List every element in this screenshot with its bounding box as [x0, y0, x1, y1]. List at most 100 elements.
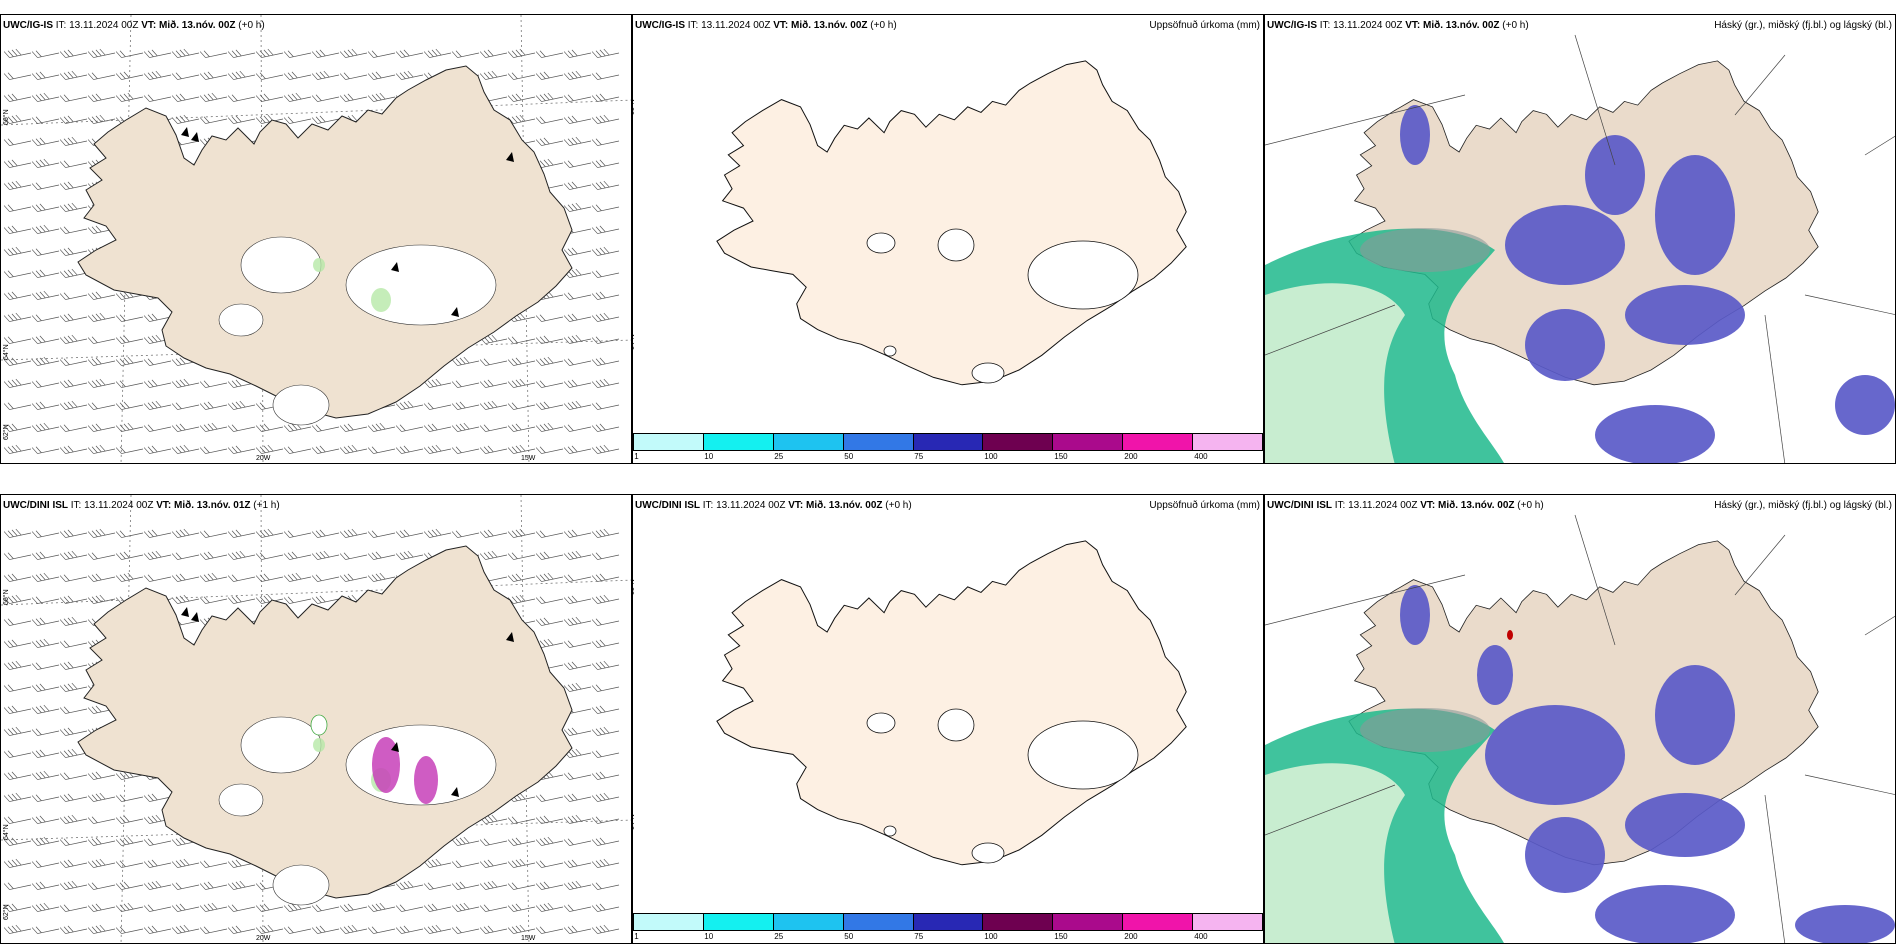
wind-barb — [227, 550, 256, 560]
wind-barb — [339, 72, 368, 80]
wind-barb — [283, 530, 312, 538]
wind-barb — [59, 202, 88, 212]
wind-barb — [143, 49, 172, 58]
colorbar-swatch — [982, 434, 1053, 450]
wind-barb — [255, 552, 284, 560]
high-cloud-area — [1505, 205, 1625, 285]
wind-barb — [59, 616, 88, 626]
wind-barb — [339, 924, 368, 934]
wind-barb — [283, 71, 312, 80]
wind-barb — [563, 424, 592, 432]
wind-barb — [591, 618, 620, 626]
wind-barb — [311, 94, 340, 102]
panel-header: UWC/DINI ISL IT: 13.11.2024 00Z VT: Mið.… — [635, 500, 912, 511]
wind-barb — [31, 638, 60, 648]
high-cloud-area — [1477, 645, 1513, 705]
high-cloud-area — [1625, 285, 1745, 345]
cloud-title: Háský (gr.), miðský (fj.bl.) og lágský (… — [1714, 500, 1892, 511]
wind-barb — [227, 115, 256, 124]
lat-label: 66°N — [3, 109, 10, 125]
wind-barb — [59, 226, 88, 234]
wind-barb — [591, 48, 620, 58]
wind-barb — [507, 378, 536, 388]
wind-barb — [171, 378, 200, 388]
wind-barb — [479, 400, 508, 410]
wind-barb — [3, 573, 32, 582]
wind-barb — [199, 860, 228, 868]
wind-barb — [423, 528, 452, 538]
wind-barb — [31, 158, 60, 168]
colorbar-label: 10 — [704, 452, 714, 461]
colorbar-label: 200 — [1124, 932, 1138, 941]
wind-barb — [479, 838, 508, 846]
heavy-precip-area — [414, 756, 438, 804]
wind-barb — [367, 446, 396, 454]
cloud-title: Háský (gr.), miðský (fj.bl.) og lágský (… — [1714, 20, 1892, 31]
wind-barb — [3, 246, 32, 256]
wind-barb — [171, 924, 200, 934]
wind-barb — [395, 445, 424, 454]
wind-barb — [115, 902, 144, 912]
graticule-line — [1574, 34, 1616, 166]
wind-barb — [59, 70, 88, 80]
lat-label: 66°N — [632, 99, 636, 115]
wind-barb — [3, 552, 32, 560]
wind-barb — [59, 358, 88, 366]
wind-barb — [507, 882, 536, 890]
wind-barb — [563, 682, 592, 692]
wind-barb — [87, 882, 116, 890]
wind-barb — [339, 48, 368, 58]
wind-barb — [535, 794, 564, 802]
wind-barb — [535, 860, 564, 868]
wind-barb — [3, 378, 32, 388]
wind-barb — [535, 836, 564, 846]
wind-barb — [115, 446, 144, 454]
high-cloud-area — [1485, 705, 1625, 805]
wind-barb — [507, 573, 536, 582]
wind-barb — [3, 837, 32, 846]
high-cloud-area — [1625, 793, 1745, 857]
low-cloud-area — [1265, 763, 1405, 943]
wind-barb — [591, 726, 620, 736]
wind-barb — [255, 573, 284, 582]
wind-flag — [451, 307, 459, 317]
lat-label: 64°N — [3, 344, 10, 360]
wind-barb — [535, 926, 564, 934]
glacier-outline — [971, 842, 1005, 864]
high-cloud-area — [1795, 905, 1895, 943]
wind-barb — [591, 750, 620, 758]
wind-barb — [87, 402, 116, 410]
wind-barb — [591, 837, 620, 846]
wind-barb — [227, 925, 256, 934]
wind-barb — [535, 92, 564, 102]
wind-barb — [59, 292, 88, 300]
wind-barb — [227, 595, 256, 604]
colorbar-swatch — [702, 434, 773, 450]
wind-barb — [283, 551, 312, 560]
wind-barb — [199, 50, 228, 58]
glacier-area — [240, 716, 322, 774]
glacier-area — [272, 384, 330, 426]
wind-barb — [87, 771, 116, 780]
wind-barb — [479, 358, 508, 366]
wind-barb — [591, 705, 620, 714]
wind-barb — [367, 92, 396, 102]
wind-barb — [171, 552, 200, 560]
wind-barb — [535, 137, 564, 146]
wind-barb — [311, 445, 340, 454]
high-cloud-area — [1655, 155, 1735, 275]
wind-barb — [507, 924, 536, 934]
wind-barb — [143, 445, 172, 454]
wind-barb — [367, 71, 396, 80]
wind-barb — [395, 70, 424, 80]
cloud-map — [1265, 514, 1895, 943]
wind-barb — [563, 727, 592, 736]
wind-barb — [227, 529, 256, 538]
wind-barb — [591, 882, 620, 890]
wind-barb — [535, 71, 564, 80]
wind-barb — [451, 881, 480, 890]
wind-barb — [255, 48, 284, 58]
colorbar-swatch — [1192, 434, 1263, 450]
wind-barb — [171, 903, 200, 912]
wind-barb — [3, 159, 32, 168]
